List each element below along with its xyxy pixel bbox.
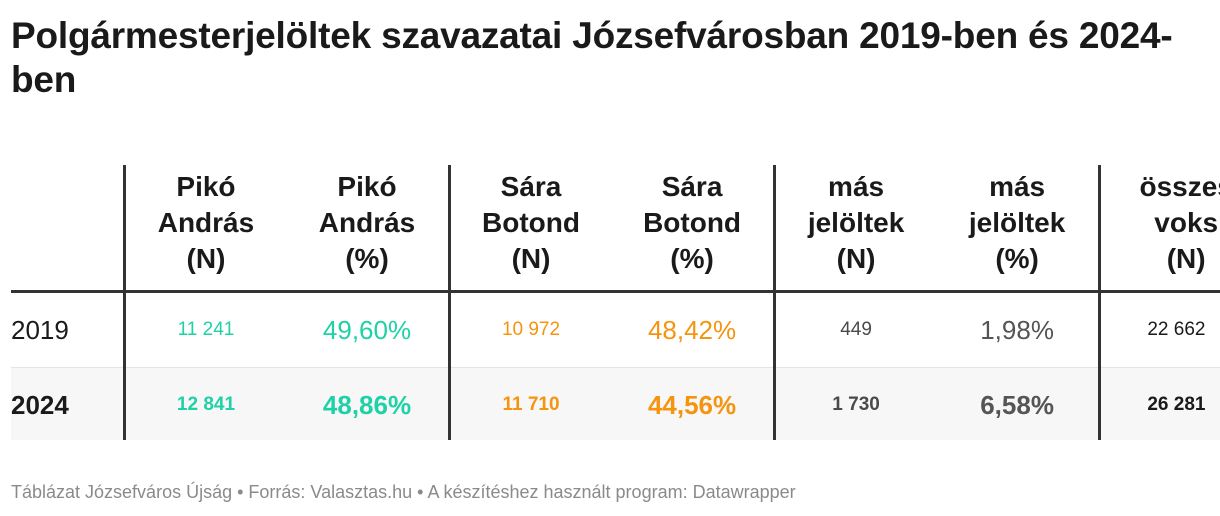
header-line: András: [318, 207, 416, 238]
cell-total: 22 662: [1099, 291, 1220, 368]
header-line: más: [828, 171, 885, 202]
header-line: Pikó: [176, 171, 236, 202]
cell-sara-n: 11 710: [449, 367, 611, 440]
cell-piko-p: 48,86%: [285, 367, 452, 440]
header-line: (%): [345, 243, 389, 274]
chart-title: Polgármesterjelöltek szavazatai Józsefvá…: [11, 15, 1173, 100]
header-line: összes: [1139, 171, 1220, 202]
cell-sara-p: 44,56%: [610, 367, 777, 440]
source-footer: Táblázat Józsefváros Újság • Forrás: Val…: [11, 482, 796, 502]
header-line: (%): [995, 243, 1039, 274]
cell-total: 26 281: [1099, 367, 1220, 440]
header-piko-p[interactable]: Pikó András (%): [285, 165, 452, 293]
header-line: Sára: [500, 171, 562, 202]
header-sara-n[interactable]: Sára Botond (N): [449, 165, 611, 293]
table-row-2024: 2024 12 841 48,86% 11 710 44,56% 1 730 6…: [11, 367, 1220, 440]
header-piko-n[interactable]: Pikó András (N): [124, 165, 286, 293]
cell-mas-n: 1 730: [774, 367, 936, 440]
header-line: Botond: [482, 207, 580, 238]
cell-piko-n: 12 841: [124, 367, 286, 440]
header-total[interactable]: összes voks (N): [1099, 165, 1220, 293]
header-mas-n[interactable]: más jelöltek (N): [774, 165, 936, 293]
header-line: Botond: [643, 207, 742, 238]
header-sara-p[interactable]: Sára Botond (%): [610, 165, 777, 293]
cell-year: 2019: [11, 291, 127, 368]
cell-mas-p: 1,98%: [935, 291, 1102, 368]
cell-piko-n: 11 241: [124, 291, 286, 368]
cell-year: 2024: [11, 367, 127, 440]
cell-mas-n: 449: [774, 291, 936, 368]
table-row-2019: 2019 11 241 49,60% 10 972 48,42% 449 1,9…: [11, 291, 1220, 368]
cell-sara-p: 48,42%: [610, 291, 777, 368]
header-mas-p[interactable]: más jelöltek (%): [935, 165, 1102, 293]
header-line: jelöltek: [807, 207, 905, 238]
cell-mas-p: 6,58%: [935, 367, 1102, 440]
header-line: (N): [1166, 243, 1206, 274]
header-line: más: [989, 171, 1046, 202]
cell-sara-n: 10 972: [449, 291, 611, 368]
header-line: (N): [511, 243, 551, 274]
header-line: (N): [186, 243, 226, 274]
header-line: (%): [670, 243, 714, 274]
header-line: jelöltek: [968, 207, 1066, 238]
header-line: Sára: [661, 171, 723, 202]
header-line: András: [157, 207, 255, 238]
header-line: Pikó: [337, 171, 397, 202]
cell-piko-p: 49,60%: [285, 291, 452, 368]
results-table: Pikó András (N) Pikó András (%) Sára Bot…: [11, 165, 1220, 440]
header-line: voks: [1154, 207, 1219, 238]
header-line: (N): [836, 243, 876, 274]
results-table-container[interactable]: Pikó András (N) Pikó András (%) Sára Bot…: [11, 165, 1220, 440]
header-year: [11, 165, 127, 293]
header-row: Pikó András (N) Pikó András (%) Sára Bot…: [11, 165, 1220, 293]
